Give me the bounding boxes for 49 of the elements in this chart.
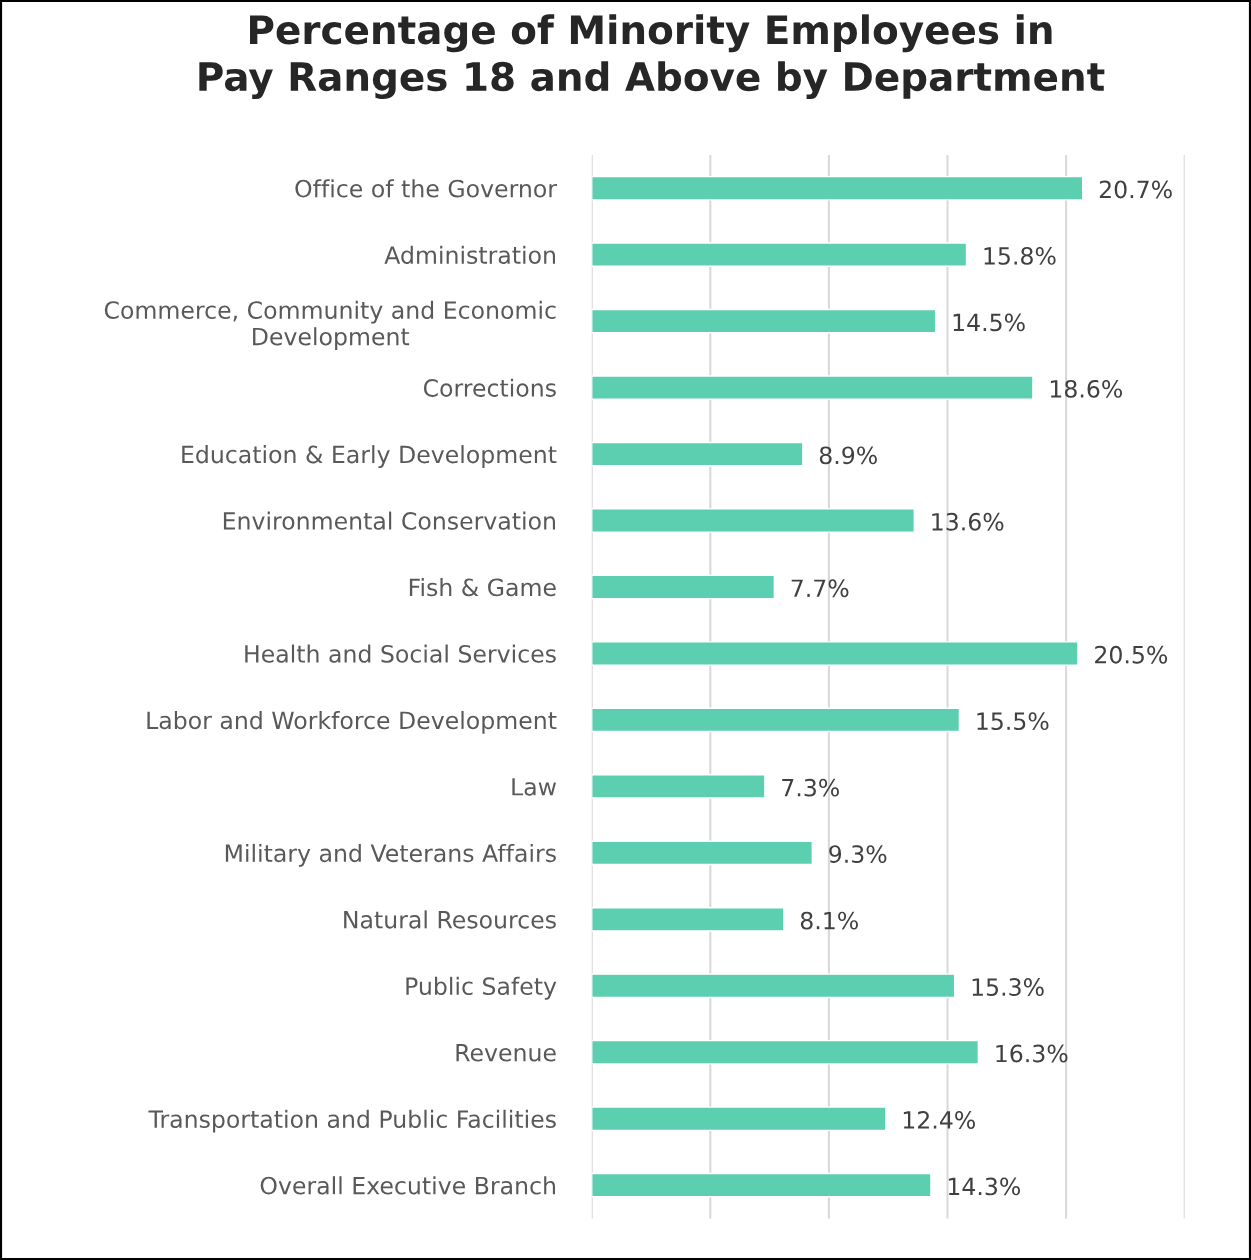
y-tick-label: Revenue — [456, 1044, 556, 1062]
bar — [591, 641, 1079, 666]
bar — [591, 840, 814, 866]
y-tick-label: Natural Resources — [344, 910, 556, 929]
bar — [591, 574, 776, 600]
bar — [591, 707, 961, 733]
y-tick-label: Transportation and Public Facilities — [148, 1109, 556, 1133]
data-label: 9.3% — [829, 845, 887, 864]
bar — [591, 907, 785, 932]
y-tick-label: Environmental Conservation — [223, 511, 555, 530]
chart-title: Percentage of Minority Employees in Pay Ranges 18 and Above by Department — [199, 14, 1105, 100]
y-tick-label: Fish & Game — [409, 578, 556, 597]
data-label: 14.5% — [953, 313, 1025, 332]
data-label: 15.8% — [984, 246, 1056, 265]
y-tick-label: Labor and Workforce Development — [147, 710, 557, 734]
bar — [591, 441, 804, 467]
data-label: 20.5% — [1095, 645, 1168, 664]
y-tick-label: Public Safety — [406, 976, 557, 1000]
data-label: 14.3% — [948, 1177, 1021, 1196]
data-label: 15.5% — [977, 712, 1049, 731]
bar — [591, 508, 915, 533]
y-tick-label: Education & Early Development — [182, 445, 557, 468]
bar — [591, 774, 766, 799]
data-label: 8.1% — [800, 911, 858, 930]
bar — [591, 1106, 887, 1132]
data-label: 12.4% — [903, 1111, 975, 1129]
data-label: 18.6% — [1050, 379, 1123, 398]
y-tick-label: Corrections — [423, 378, 556, 397]
y-tick-label: Health and Social Services — [245, 644, 556, 663]
y-tick-label: Office of the Governor — [295, 179, 557, 198]
bar — [591, 1172, 932, 1198]
data-label: 16.3% — [996, 1044, 1068, 1063]
y-tick-label: Law — [512, 778, 557, 796]
data-label: 20.7% — [1099, 180, 1172, 199]
data-label: 13.6% — [932, 512, 1004, 531]
y-tick-label: Commerce, Community and Economic Development — [104, 300, 556, 351]
data-label: 7.7% — [791, 579, 849, 598]
bar — [591, 175, 1084, 201]
bar — [591, 973, 956, 999]
bar — [591, 375, 1034, 400]
y-tick-label: Administration — [384, 245, 555, 264]
y-tick-label: Overall Executive Branch — [260, 1176, 555, 1195]
data-label: 8.9% — [819, 446, 877, 465]
y-tick-label: Military and Veterans Affairs — [225, 843, 556, 867]
data-label: 15.3% — [972, 978, 1044, 996]
data-label: 7.3% — [782, 778, 839, 797]
bar — [591, 1039, 980, 1065]
bar — [591, 308, 937, 334]
bar — [591, 242, 968, 268]
